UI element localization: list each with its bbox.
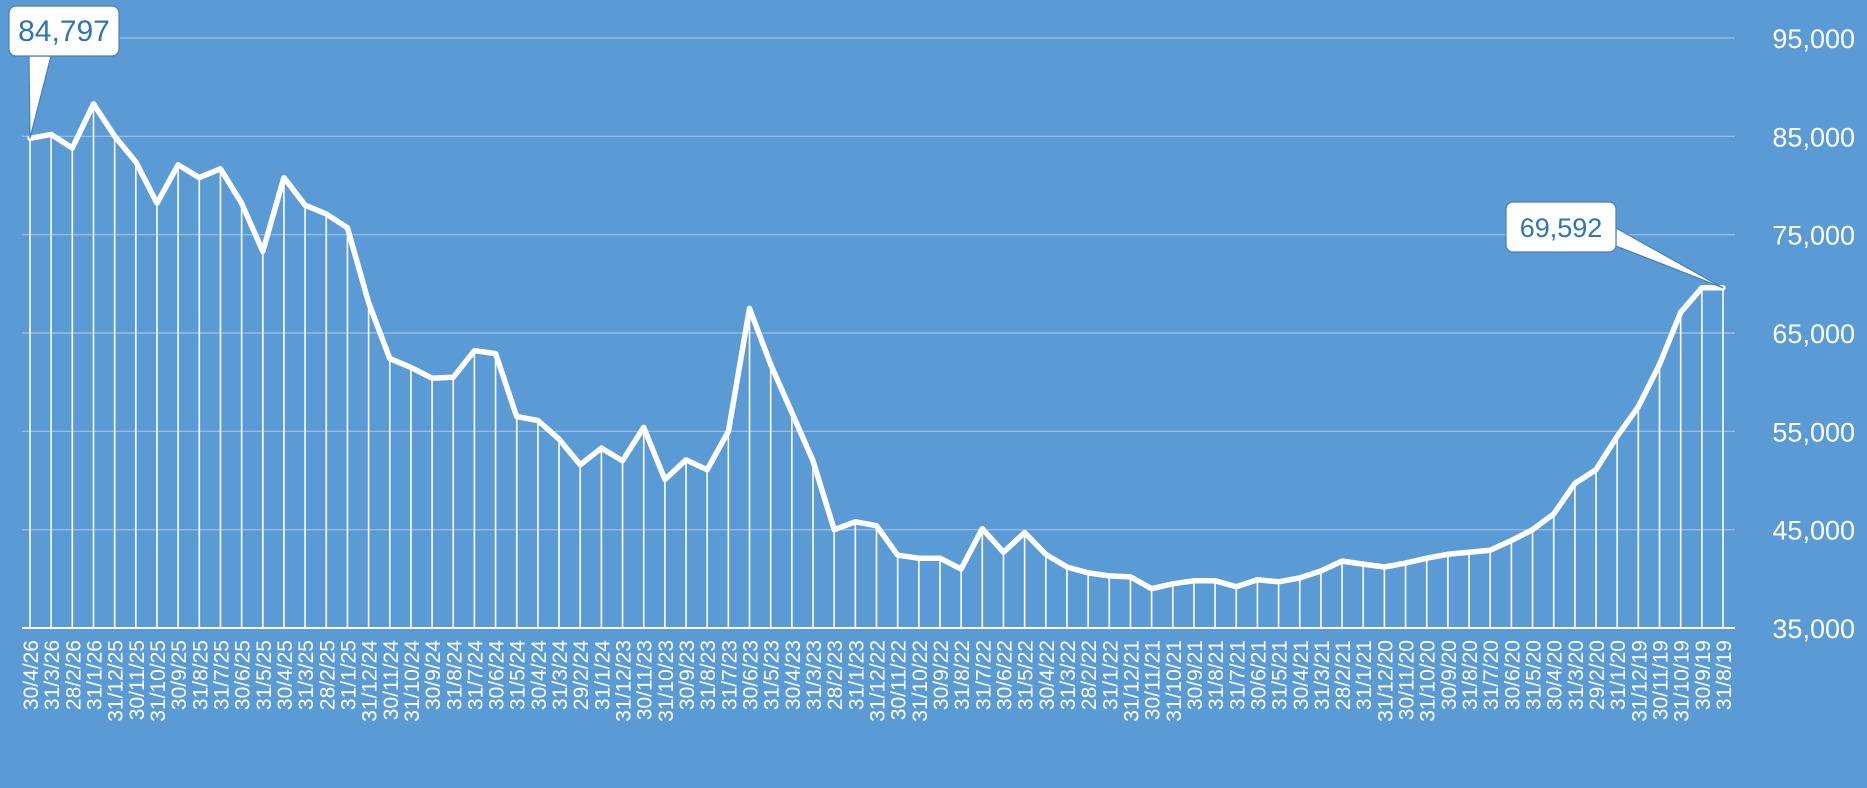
x-tick-label: 31/8/21 [1205, 640, 1228, 710]
x-tick-label: 31/5/20 [1523, 640, 1546, 710]
x-tick-label: 31/8/25 [189, 640, 212, 710]
callout-box [8, 5, 120, 57]
x-tick-label: 30/11/20 [1396, 640, 1419, 720]
x-tick-label: 30/4/22 [1036, 640, 1059, 710]
y-tick-label: 65,000 [1772, 319, 1855, 349]
x-tick-label: 31/10/23 [655, 640, 678, 722]
x-tick-label: 31/12/25 [105, 640, 128, 722]
x-tick-label: 31/12/24 [359, 640, 382, 722]
x-tick-label: 30/11/21 [1142, 640, 1165, 720]
x-tick-label: 31/1/21 [1353, 640, 1376, 710]
x-tick-label: 30/11/24 [380, 640, 403, 721]
x-tick-label: 31/3/22 [1057, 640, 1080, 710]
x-tick-label: 30/9/19 [1692, 640, 1715, 710]
x-tick-label: 29/2/20 [1586, 640, 1609, 710]
x-tick-label: 31/1/23 [845, 640, 868, 710]
x-tick-label: 30/4/21 [1290, 640, 1313, 710]
x-tick-label: 31/7/20 [1480, 640, 1503, 710]
x-tick-label: 31/1/24 [591, 640, 614, 710]
x-tick-label: 28/2/26 [62, 640, 85, 710]
x-tick-label: 31/10/21 [1163, 640, 1186, 722]
x-tick-label: 31/1/20 [1607, 640, 1630, 710]
data-label: 69,592 [1520, 213, 1603, 243]
x-tick-label: 31/3/24 [549, 640, 572, 710]
x-tick-label: 30/9/25 [168, 640, 191, 710]
x-tick-label: 31/3/20 [1565, 640, 1588, 710]
x-tick-label: 30/11/19 [1650, 640, 1673, 720]
x-tick-label: 30/9/23 [676, 640, 699, 710]
x-tick-label: 30/4/25 [274, 640, 297, 710]
x-tick-label: 31/8/22 [951, 640, 974, 710]
y-tick-label: 45,000 [1772, 516, 1855, 546]
x-tick-label: 30/11/22 [888, 640, 911, 720]
x-tick-label: 31/1/26 [83, 640, 106, 710]
x-tick-label: 28/2/21 [1332, 640, 1355, 710]
x-tick-label: 31/8/20 [1459, 640, 1482, 710]
x-tick-label: 31/12/20 [1374, 640, 1397, 722]
x-tick-label: 31/5/24 [507, 640, 530, 710]
x-tick-label: 31/12/21 [1120, 640, 1143, 722]
x-tick-label: 31/10/25 [147, 640, 170, 722]
x-tick-label: 31/5/21 [1269, 640, 1292, 710]
x-tick-label: 31/7/24 [464, 640, 487, 710]
x-tick-label: 31/8/19 [1713, 640, 1736, 710]
x-tick-label: 30/4/24 [528, 640, 551, 710]
x-tick-label: 31/7/25 [210, 640, 233, 710]
x-tick-label: 31/10/22 [909, 640, 932, 722]
x-tick-label: 31/5/25 [253, 640, 276, 710]
y-tick-label: 35,000 [1772, 614, 1855, 644]
series-line [27, 101, 1726, 592]
y-tick-label: 55,000 [1772, 417, 1855, 447]
x-tick-label: 30/6/22 [993, 640, 1016, 710]
x-tick-label: 28/2/25 [316, 640, 339, 710]
x-tick-label: 30/6/23 [740, 640, 763, 710]
x-tick-label: 31/1/22 [1099, 640, 1122, 710]
x-tick-label: 31/3/23 [803, 640, 826, 710]
x-tick-label: 31/12/19 [1628, 640, 1651, 722]
x-tick-label: 30/4/20 [1544, 640, 1567, 710]
x-tick-label: 31/8/24 [443, 640, 466, 710]
x-tick-label: 31/10/20 [1417, 640, 1440, 722]
data-label: 84,797 [18, 15, 110, 48]
x-tick-label: 28/2/22 [1078, 640, 1101, 710]
x-tick-label: 30/9/24 [422, 640, 445, 710]
x-tick-label: 31/12/22 [867, 640, 890, 722]
y-tick-label: 95,000 [1772, 24, 1855, 54]
x-tick-label: 31/3/25 [295, 640, 318, 710]
x-tick-label: 31/7/22 [972, 640, 995, 710]
x-tick-label: 28/2/23 [824, 640, 847, 710]
x-tick-label: 30/11/23 [634, 640, 657, 720]
x-tick-label: 31/7/21 [1226, 640, 1249, 710]
callout-box [1505, 201, 1617, 253]
y-tick-label: 85,000 [1772, 122, 1855, 152]
x-tick-label: 31/1/25 [337, 640, 360, 710]
x-tick-label: 31/12/23 [613, 640, 636, 722]
x-tick-label: 31/5/23 [761, 640, 784, 710]
x-tick-label: 30/11/25 [126, 640, 149, 720]
x-tick-label: 30/6/20 [1501, 640, 1524, 710]
x-tick-label: 30/4/26 [20, 640, 43, 710]
x-tick-label: 30/9/20 [1438, 640, 1461, 710]
x-tick-label: 31/7/23 [718, 640, 741, 710]
x-tick-label: 30/4/23 [782, 640, 805, 710]
x-tick-label: 29/2/24 [570, 640, 593, 710]
x-tick-label: 31/10/19 [1671, 640, 1694, 722]
x-tick-label: 31/5/22 [1015, 640, 1038, 710]
x-tick-label: 30/6/24 [486, 640, 509, 710]
x-tick-label: 31/8/23 [697, 640, 720, 710]
x-tick-label: 30/9/21 [1184, 640, 1207, 710]
x-tick-label: 30/9/22 [930, 640, 953, 710]
x-tick-label: 31/10/24 [401, 640, 424, 722]
x-tick-label: 31/3/21 [1311, 640, 1334, 710]
x-tick-label: 30/6/25 [232, 640, 255, 710]
x-tick-label: 30/6/21 [1247, 640, 1270, 710]
x-tick-label: 31/3/26 [41, 640, 64, 710]
y-tick-label: 75,000 [1772, 221, 1855, 251]
